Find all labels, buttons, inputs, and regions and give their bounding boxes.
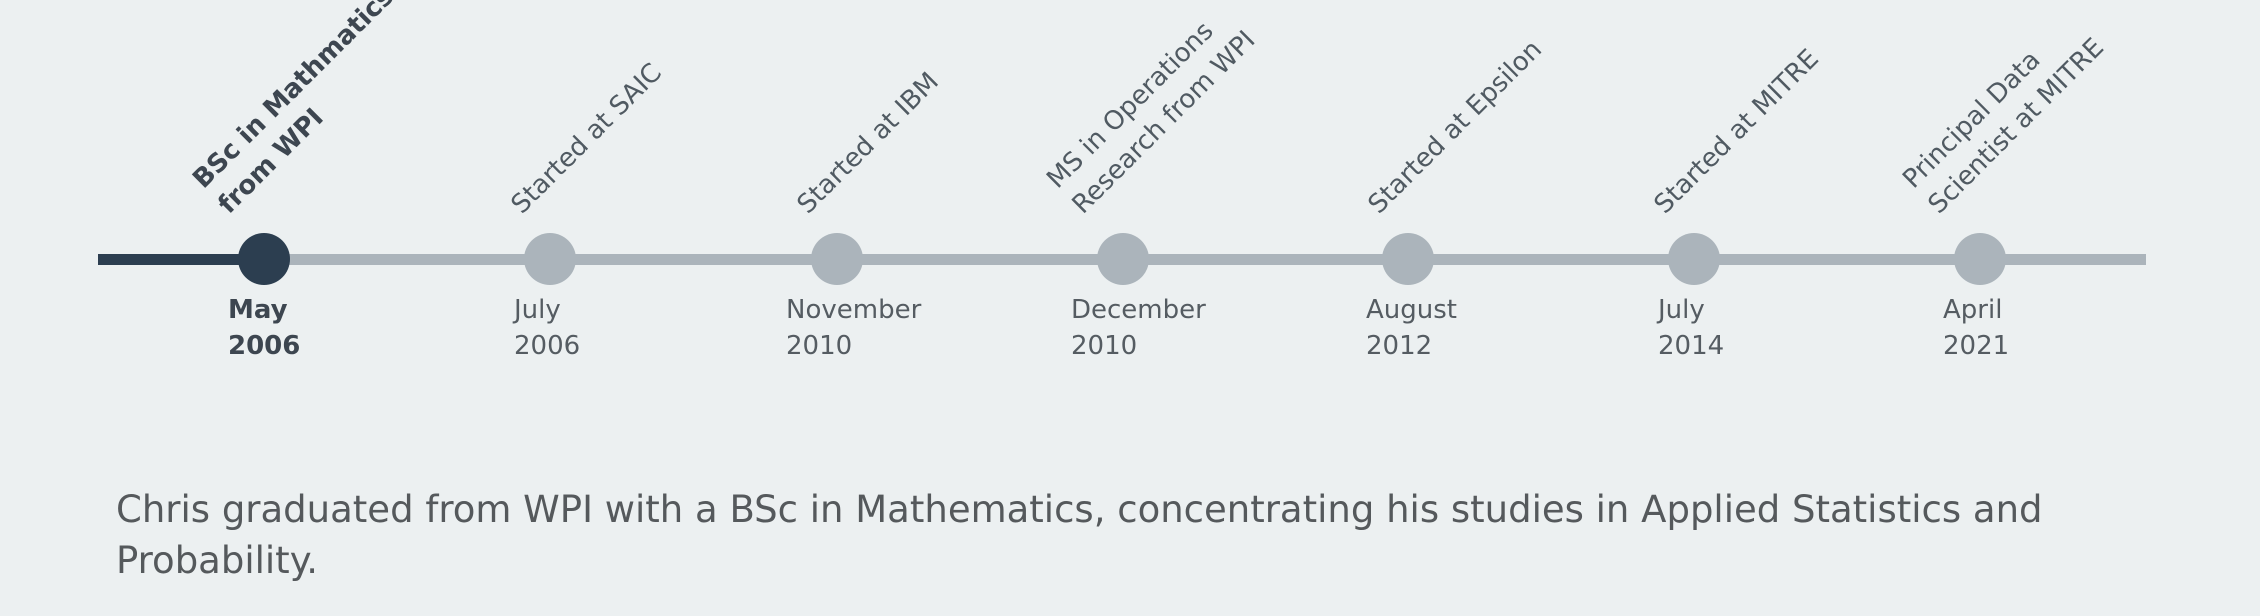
timeline-event-year: 2010 <box>1071 331 1138 361</box>
timeline-event-month: November <box>786 295 922 325</box>
timeline-event-title[interactable]: Started at IBM <box>790 65 947 222</box>
timeline-node-6[interactable] <box>1668 233 1720 285</box>
timeline-event-year: 2021 <box>1943 331 2010 361</box>
timeline-event-year: 2010 <box>786 331 853 361</box>
event-description: Chris graduated from WPI with a BSc in M… <box>116 488 2043 582</box>
timeline-event-date: December 2010 <box>1071 292 1206 364</box>
timeline-event-month: December <box>1071 295 1206 325</box>
timeline-event-date: April 2021 <box>1943 292 2009 364</box>
timeline-node-5[interactable] <box>1382 233 1434 285</box>
timeline-node-4[interactable] <box>1097 233 1149 285</box>
timeline-event-title-line: Started at IBM <box>791 66 945 220</box>
timeline-node-1[interactable] <box>238 233 290 285</box>
timeline-event-title-line: Started at Epsilon <box>1362 34 1548 220</box>
timeline-event-year: 2006 <box>514 331 581 361</box>
timeline: BSc in Mathmatics from WPI May 2006 Started … <box>98 0 2146 364</box>
timeline-event-title[interactable]: Principal Data Scientist at MITRE <box>1895 5 2112 222</box>
timeline-event-title-line: Started at SAIC <box>505 57 668 220</box>
timeline-event-month: May <box>228 295 288 325</box>
timeline-event-date: May 2006 <box>228 292 300 364</box>
timeline-progress <box>98 254 264 265</box>
timeline-event-month: April <box>1943 295 2003 325</box>
timeline-event-month: July <box>1658 295 1705 325</box>
timeline-event-title[interactable]: Started at Epsilon <box>1361 33 1550 222</box>
timeline-event-date: July 2014 <box>1658 292 1724 364</box>
timeline-event-date: August 2012 <box>1366 292 1457 364</box>
timeline-event-title-line: Started at MITRE <box>1648 43 1825 220</box>
timeline-node-2[interactable] <box>524 233 576 285</box>
timeline-event-title[interactable]: MS in Operations Research from WPI <box>1039 0 1263 222</box>
timeline-event-year: 2014 <box>1658 331 1725 361</box>
timeline-event-date: July 2006 <box>514 292 580 364</box>
timeline-node-3[interactable] <box>811 233 863 285</box>
timeline-event-month: July <box>514 295 561 325</box>
timeline-event-title[interactable]: Started at SAIC <box>504 56 670 222</box>
timeline-event-date: November 2010 <box>786 292 921 364</box>
timeline-event-year: 2006 <box>228 331 301 361</box>
timeline-node-7[interactable] <box>1954 233 2006 285</box>
timeline-event-title[interactable]: Started at MITRE <box>1647 42 1827 222</box>
timeline-event-month: August <box>1366 295 1457 325</box>
timeline-event-title[interactable]: BSc in Mathmatics from WPI <box>185 0 427 222</box>
timeline-event-title-line: BSc in Mathmatics <box>187 0 400 195</box>
timeline-event-year: 2012 <box>1366 331 1433 361</box>
